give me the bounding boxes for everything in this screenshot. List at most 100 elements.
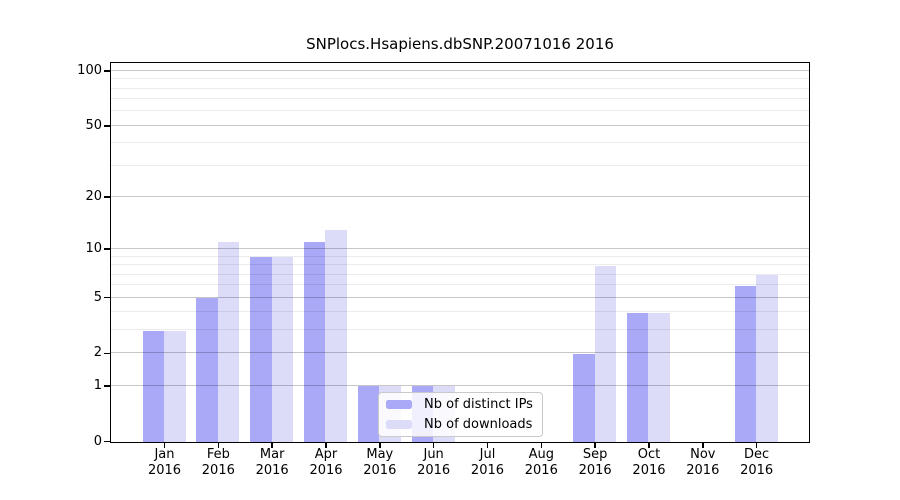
legend: Nb of distinct IPs Nb of downloads	[378, 392, 543, 437]
x-tick-label: Dec 2016	[725, 447, 789, 479]
x-tick-month: Apr	[314, 447, 338, 462]
bar-downloads-mar	[271, 257, 294, 442]
major-gridline	[111, 296, 809, 298]
y-tick-label: 1	[93, 377, 102, 393]
x-tick-label: Sep 2016	[563, 447, 627, 479]
x-tick-label: Aug 2016	[509, 447, 573, 479]
x-tick-year: 2016	[578, 463, 612, 478]
x-tick-label: Jul 2016	[455, 447, 519, 479]
bar-ips-oct	[626, 312, 649, 442]
x-tick-year: 2016	[363, 463, 397, 478]
x-tick-year: 2016	[417, 463, 451, 478]
x-tick-label: Feb 2016	[186, 447, 250, 479]
y-tick-mark	[104, 125, 110, 127]
bar-ips-jan	[142, 330, 164, 442]
y-tick-label: 50	[85, 117, 102, 133]
minor-gridline	[111, 87, 809, 89]
legend-item-downloads: Nb of downloads	[386, 417, 534, 432]
y-tick-mark	[104, 248, 110, 250]
major-gridline	[111, 247, 809, 249]
x-tick-year: 2016	[632, 463, 666, 478]
y-tick-mark	[104, 196, 110, 198]
bar-downloads-sep	[594, 265, 617, 442]
x-tick-label: Apr 2016	[294, 447, 358, 479]
x-tick-mark	[702, 443, 704, 448]
y-tick-label: 0	[93, 433, 102, 449]
x-tick-mark	[163, 443, 166, 448]
minor-gridline	[111, 284, 809, 286]
x-tick-month: Nov	[690, 447, 716, 462]
x-tick-year: 2016	[686, 463, 720, 478]
x-tick-year: 2016	[309, 463, 343, 478]
x-tick-label: Mar 2016	[240, 447, 304, 479]
minor-gridline	[111, 311, 809, 313]
x-tick-month: May	[366, 447, 394, 462]
x-tick-year: 2016	[740, 463, 774, 478]
x-tick-month: Sep	[582, 447, 608, 462]
x-tick-mark	[648, 443, 650, 448]
major-gridline	[111, 384, 809, 386]
legend-swatch-ips-icon	[386, 400, 412, 409]
bar-ips-may	[357, 386, 380, 442]
bar-ips-dec	[734, 285, 757, 442]
x-tick-label: Jun 2016	[402, 447, 466, 479]
x-tick-month: Mar	[259, 447, 285, 462]
legend-label-ips: Nb of distinct IPs	[424, 397, 533, 412]
minor-gridline	[111, 329, 809, 331]
y-tick-label: 20	[85, 189, 102, 205]
x-tick-mark	[486, 443, 489, 448]
y-tick-mark	[104, 440, 110, 443]
bar-downloads-feb	[217, 242, 240, 442]
x-tick-mark	[755, 443, 758, 448]
y-tick-mark	[104, 70, 110, 72]
minor-gridline	[111, 264, 809, 266]
y-tick-label: 5	[93, 289, 102, 305]
y-tick-mark	[104, 385, 110, 387]
x-tick-mark	[432, 443, 435, 448]
x-tick-label: May 2016	[348, 447, 412, 479]
bar-ips-mar	[250, 257, 272, 442]
x-tick-mark	[379, 443, 381, 448]
bar-ips-sep	[573, 353, 595, 442]
x-tick-year: 2016	[524, 463, 558, 478]
plot-area	[110, 62, 810, 443]
y-tick-mark	[104, 352, 110, 355]
chart-title: SNPlocs.Hsapiens.dbSNP.20071016 2016	[306, 35, 614, 53]
x-tick-month: Oct	[637, 447, 661, 462]
major-gridline	[111, 196, 809, 198]
x-tick-label: Nov 2016	[671, 447, 735, 479]
x-tick-year: 2016	[470, 463, 505, 478]
major-gridline	[111, 124, 809, 126]
major-gridline	[111, 352, 809, 354]
x-tick-month: Aug	[528, 447, 554, 462]
y-tick-label: 2	[93, 345, 102, 361]
x-tick-month: Feb	[206, 447, 230, 462]
x-tick-mark	[594, 443, 596, 448]
x-tick-year: 2016	[255, 463, 289, 478]
x-tick-year: 2016	[201, 463, 235, 478]
bar-downloads-dec	[756, 275, 778, 442]
y-tick-label: 10	[85, 240, 102, 256]
major-gridline	[111, 69, 809, 71]
x-tick-label: Jan 2016	[133, 447, 197, 479]
bar-downloads-oct	[648, 312, 670, 442]
legend-label-downloads: Nb of downloads	[424, 417, 533, 432]
bar-ips-apr	[303, 242, 326, 442]
bar-ips-feb	[196, 298, 218, 442]
minor-gridline	[111, 78, 809, 80]
legend-item-ips: Nb of distinct IPs	[386, 397, 534, 412]
minor-gridline	[111, 164, 809, 166]
x-tick-label: Oct 2016	[617, 447, 681, 479]
minor-gridline	[111, 98, 809, 100]
x-tick-year: 2016	[147, 463, 182, 478]
bar-downloads-jan	[164, 330, 186, 442]
x-tick-mark	[325, 443, 327, 448]
bar-downloads-apr	[325, 230, 347, 442]
x-tick-month: Jan	[154, 447, 175, 462]
minor-gridline	[111, 255, 809, 257]
y-tick-label: 100	[77, 62, 102, 78]
x-tick-mark	[540, 443, 543, 448]
x-tick-month: Dec	[744, 447, 770, 462]
minor-gridline	[111, 110, 809, 112]
